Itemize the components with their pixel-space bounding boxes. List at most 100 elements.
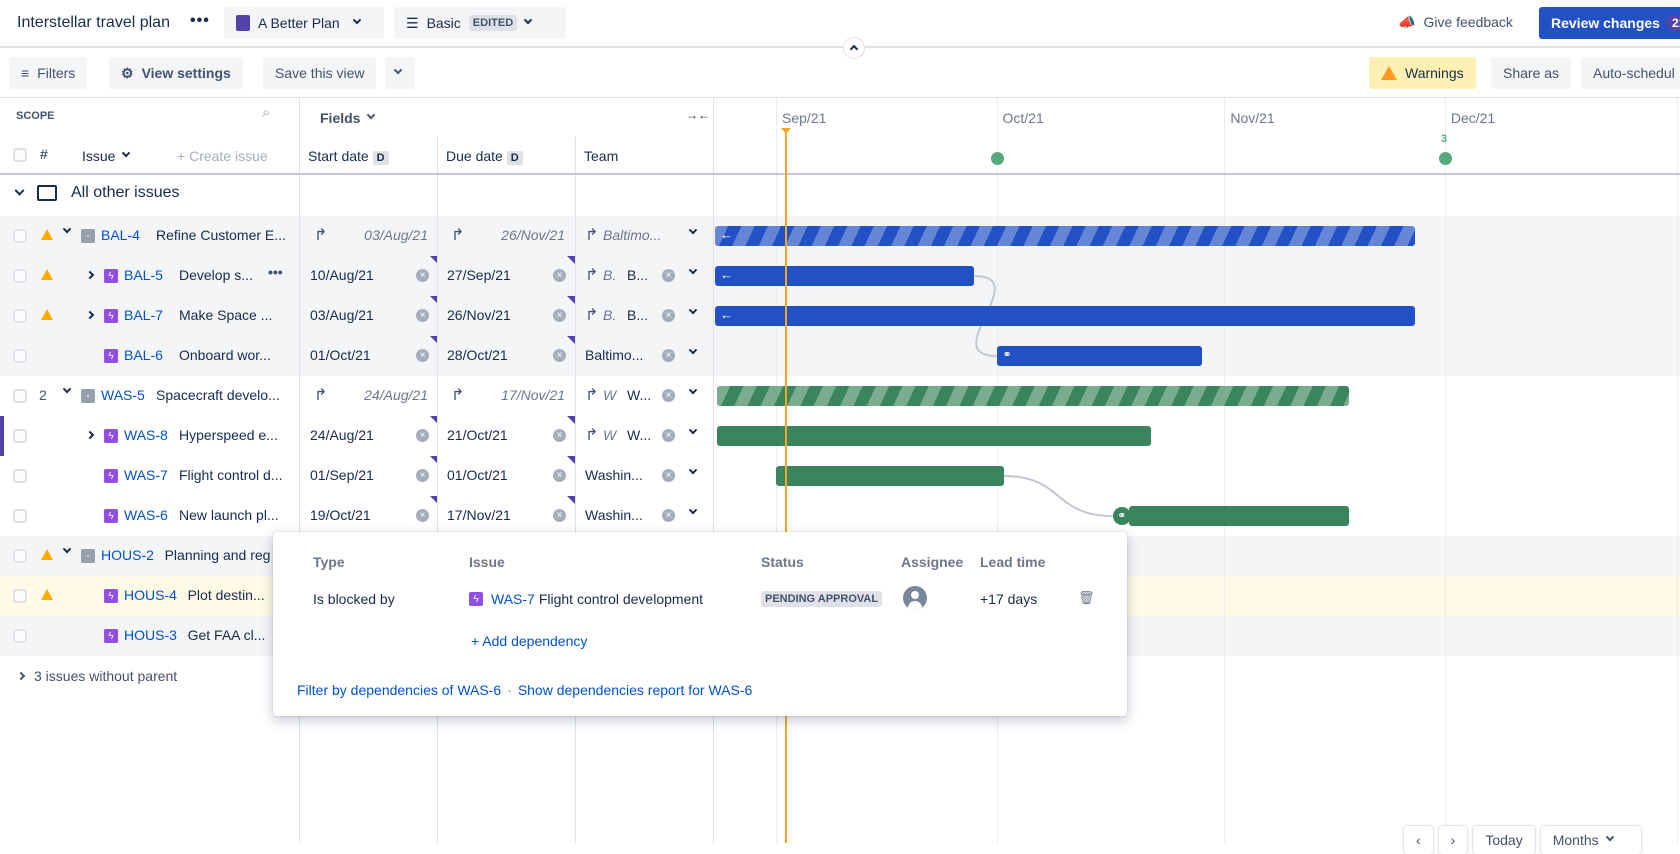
clear-icon[interactable]: × [662, 509, 675, 522]
next-button[interactable]: › [1438, 826, 1468, 854]
issue-key[interactable]: HOUS-2 [101, 547, 154, 563]
team-cell[interactable]: Washin... × [575, 456, 713, 496]
clear-icon[interactable]: × [553, 309, 566, 322]
warnings-button[interactable]: Warnings [1369, 57, 1476, 89]
team-cell[interactable]: ↱ B. B... × [575, 296, 713, 336]
share-button[interactable]: Share as [1491, 57, 1572, 89]
chevron-down-icon[interactable] [688, 385, 698, 395]
clear-icon[interactable]: × [553, 429, 566, 442]
row-checkbox[interactable] [13, 589, 27, 603]
start-date-cell[interactable]: 01/Oct/21 × [300, 336, 438, 376]
add-dependency-link[interactable]: + Add dependency [471, 633, 588, 649]
start-date-cell[interactable]: 24/Aug/21 × [300, 416, 438, 456]
search-icon[interactable]: ⌕ [262, 104, 271, 121]
link-icon[interactable]: ⚭ [1112, 507, 1131, 525]
due-date-cell[interactable]: 01/Oct/21 × [437, 456, 575, 496]
chevron-down-icon[interactable] [62, 224, 72, 234]
start-date-cell[interactable]: 10/Aug/21 × [300, 256, 438, 296]
trash-icon[interactable]: 🗑 [1078, 590, 1095, 605]
row-checkbox[interactable] [13, 389, 27, 403]
due-date-cell[interactable]: 21/Oct/21 × [437, 416, 575, 456]
chevron-down-icon[interactable] [688, 425, 698, 435]
due-date-cell[interactable]: 27/Sep/21 × [437, 256, 575, 296]
issue-key[interactable]: WAS-7 [124, 467, 168, 483]
timeline-bar[interactable] [717, 386, 1350, 406]
today-button[interactable]: Today [1473, 826, 1535, 854]
collapse-header-button[interactable] [843, 37, 865, 59]
clear-icon[interactable]: × [662, 389, 675, 402]
chevron-down-icon[interactable] [62, 544, 72, 554]
due-date-header[interactable]: Due date D [446, 148, 523, 165]
clear-icon[interactable]: × [416, 509, 429, 522]
save-view-button[interactable]: Save this view [263, 57, 377, 89]
fields-dropdown[interactable]: Fields [320, 110, 376, 126]
clear-icon[interactable]: × [416, 309, 429, 322]
clear-icon[interactable]: × [662, 349, 675, 362]
clear-icon[interactable]: × [553, 469, 566, 482]
row-checkbox[interactable] [13, 309, 27, 323]
release-marker[interactable] [1438, 152, 1452, 165]
table-row[interactable]: ϟ BAL-6 Onboard wor... 01/Oct/21 × 28/Oct/21 ×… [0, 336, 1680, 376]
view-selector[interactable]: ☰ Basic EDITED [394, 7, 566, 39]
create-issue-button[interactable]: + Create issue [177, 148, 268, 164]
chevron-down-icon[interactable] [688, 505, 698, 515]
select-all-checkbox[interactable] [13, 148, 27, 162]
plan-selector[interactable]: A Better Plan [224, 7, 384, 39]
issue-key[interactable]: HOUS-4 [124, 587, 177, 603]
issue-key[interactable]: BAL-5 [124, 267, 163, 283]
start-date-header[interactable]: Start date D [308, 148, 389, 165]
row-checkbox[interactable] [13, 269, 27, 283]
more-actions-icon[interactable]: ••• [268, 264, 283, 280]
arrow-left-icon[interactable]: ← [720, 267, 733, 282]
timeline-bar[interactable] [776, 466, 1004, 486]
start-date-cell[interactable]: 03/Aug/21 × [300, 296, 438, 336]
issue-key[interactable]: WAS-6 [124, 507, 168, 523]
clear-icon[interactable]: × [416, 269, 429, 282]
link-icon[interactable]: ⚭ [1002, 349, 1012, 361]
group-all-other-issues[interactable]: All other issues [14, 184, 180, 202]
row-checkbox[interactable] [13, 549, 27, 563]
chevron-right-icon[interactable] [85, 270, 95, 280]
chevron-down-icon[interactable] [688, 265, 698, 275]
arrow-left-icon[interactable]: ← [720, 307, 733, 322]
issue-key[interactable]: HOUS-3 [124, 627, 177, 643]
row-checkbox[interactable] [13, 229, 27, 243]
timeline-bar[interactable]: ← [715, 306, 1416, 326]
timeline-bar[interactable] [717, 426, 1151, 446]
issue-key[interactable]: BAL-6 [124, 347, 163, 363]
team-cell[interactable]: ↱ Baltimo... [575, 216, 713, 256]
start-date-cell[interactable]: 19/Oct/21 × [300, 496, 438, 536]
release-marker[interactable] [990, 152, 1004, 165]
team-cell[interactable]: Baltimo... × [575, 336, 713, 376]
chevron-down-icon[interactable] [688, 225, 698, 235]
team-cell[interactable]: Washin... × [575, 496, 713, 536]
team-cell[interactable]: ↱ W W... × [575, 376, 713, 416]
clear-icon[interactable]: × [416, 429, 429, 442]
issue-key[interactable]: WAS-8 [124, 427, 168, 443]
issue-header[interactable]: Issue [82, 148, 131, 164]
clear-icon[interactable]: × [553, 509, 566, 522]
filters-button[interactable]: ≡ Filters [9, 57, 88, 89]
timeline-bar[interactable]: ← [715, 226, 1416, 246]
clear-icon[interactable]: × [662, 309, 675, 322]
timeline-bar[interactable] [1128, 506, 1350, 526]
dependencies-report-link[interactable]: Show dependencies report for WAS-6 [517, 682, 753, 698]
row-checkbox[interactable] [13, 429, 27, 443]
start-date-cell[interactable]: ↱ 03/Aug/21 [300, 216, 438, 256]
start-date-cell[interactable]: 01/Sep/21 × [300, 456, 438, 496]
issues-without-parent[interactable]: 3 issues without parent [16, 668, 177, 684]
clear-icon[interactable]: × [662, 469, 675, 482]
row-checkbox[interactable] [13, 629, 27, 643]
chevron-down-icon[interactable] [62, 384, 72, 394]
save-view-menu-button[interactable] [385, 57, 415, 89]
chevron-right-icon[interactable] [85, 430, 95, 440]
dependency-issue-key[interactable]: WAS-7 [491, 591, 535, 607]
chevron-down-icon[interactable] [688, 345, 698, 355]
filter-dependencies-link[interactable]: Filter by dependencies of WAS-6 [297, 682, 502, 698]
due-date-cell[interactable]: ↱ 17/Nov/21 [437, 376, 575, 416]
table-row[interactable]: ϟ WAS-6 New launch pl... 19/Oct/21 × 17/Nov/2… [0, 496, 1680, 536]
timeline-bar[interactable]: ← [715, 266, 975, 286]
view-settings-button[interactable]: ⚙ View settings [109, 57, 243, 89]
clear-icon[interactable]: × [416, 349, 429, 362]
due-date-cell[interactable]: ↱ 26/Nov/21 [437, 216, 575, 256]
